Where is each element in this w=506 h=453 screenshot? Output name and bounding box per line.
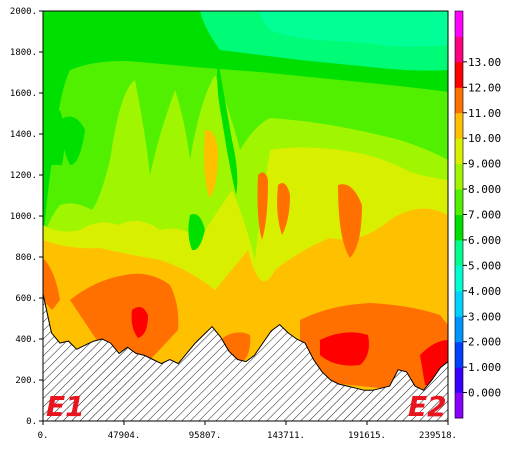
colorbar-swatch xyxy=(455,11,463,37)
colorbar-swatch xyxy=(455,265,463,292)
y-tick-label: 0. xyxy=(26,417,37,427)
colorbar-tick-label: 0.000 xyxy=(468,387,501,400)
colorbar-tick-label: 9.000 xyxy=(468,158,501,171)
y-tick-label: 600. xyxy=(15,294,37,304)
colorbar-swatch xyxy=(455,316,463,343)
colorbar-swatch xyxy=(455,341,463,368)
colorbar-swatch xyxy=(455,36,463,63)
y-axis: 0. 200. 400. 600. 800. 1000. 1200. 1400. 1600. 18… xyxy=(10,7,43,427)
x-tick-label: 47904. xyxy=(108,431,141,441)
y-tick-label: 2000. xyxy=(10,7,37,17)
colorbar-swatch xyxy=(455,392,463,419)
colorbar: 0.000 1.000 2.000 3.000 4.000 5.000 6.000 7.000… xyxy=(454,10,501,419)
band-red-2 xyxy=(320,332,369,366)
y-tick-label: 1200. xyxy=(10,171,37,181)
colorbar-tick-label: 3.000 xyxy=(468,310,501,323)
band-orange-dark-2 xyxy=(300,303,448,395)
colorbar-swatch xyxy=(455,214,463,241)
y-tick-label: 1600. xyxy=(10,89,37,99)
colorbar-tick-label: 1.000 xyxy=(468,361,501,374)
colorbar-swatch xyxy=(455,138,463,165)
y-tick-label: 1800. xyxy=(10,48,37,58)
x-tick-label: 143711. xyxy=(267,431,305,441)
band-orange-dark xyxy=(70,273,179,360)
colorbar-tick-label: 8.000 xyxy=(468,183,501,196)
y-tick-label: 800. xyxy=(15,253,37,263)
band-green-col-2 xyxy=(188,214,205,251)
band-red-1 xyxy=(131,306,148,338)
colorbar-swatch xyxy=(455,87,463,114)
colorbar-swatch xyxy=(455,112,463,139)
terrain-hatch xyxy=(43,293,448,421)
colorbar-tick-label: 12.00 xyxy=(468,81,501,94)
colorbar-tick-label: 11.00 xyxy=(468,107,501,120)
colorbar-tick-label: 2.000 xyxy=(468,336,501,349)
y-tick-label: 1400. xyxy=(10,130,37,140)
band-orange-left xyxy=(43,258,60,310)
colorbar-swatch xyxy=(455,189,463,215)
x-tick-label: 0. xyxy=(38,431,49,441)
colorbar-tick-label: 7.000 xyxy=(468,209,501,222)
band-orange-col-1 xyxy=(257,172,268,240)
x-tick-label: 95807. xyxy=(189,431,222,441)
colorbar-tick-label: 13.00 xyxy=(468,56,501,69)
y-tick-label: 200. xyxy=(15,376,37,386)
colorbar-swatch xyxy=(455,61,463,88)
band-green-left xyxy=(43,110,65,165)
band-teal-top xyxy=(200,11,448,71)
contour-fields xyxy=(43,11,448,421)
band-orange-col-2 xyxy=(277,182,290,235)
band-green-mid xyxy=(60,116,85,165)
band-green-col xyxy=(217,60,238,195)
end-label-e2: E2 xyxy=(408,390,447,423)
x-tick-label: 239518. xyxy=(419,431,457,441)
colorbar-swatch xyxy=(455,367,463,394)
colorbar-swatch xyxy=(455,163,463,190)
x-tick-label: 191615. xyxy=(348,431,386,441)
end-label-e1: E1 xyxy=(46,390,85,423)
band-orange-col-4 xyxy=(204,129,218,198)
x-axis: 0. 47904. 95807. 143711. 191615. 239518. xyxy=(38,421,457,441)
y-tick-label: 1000. xyxy=(10,212,37,222)
colorbar-tick-label: 6.000 xyxy=(468,234,501,247)
colorbar-swatch xyxy=(455,290,463,317)
colorbar-tick-label: 10.00 xyxy=(468,132,501,145)
colorbar-tick-label: 4.000 xyxy=(468,285,501,298)
colorbar-tick-label: 5.000 xyxy=(468,259,501,272)
y-tick-label: 400. xyxy=(15,335,37,345)
band-orange-col-3 xyxy=(338,184,362,258)
colorbar-swatch xyxy=(455,239,463,266)
